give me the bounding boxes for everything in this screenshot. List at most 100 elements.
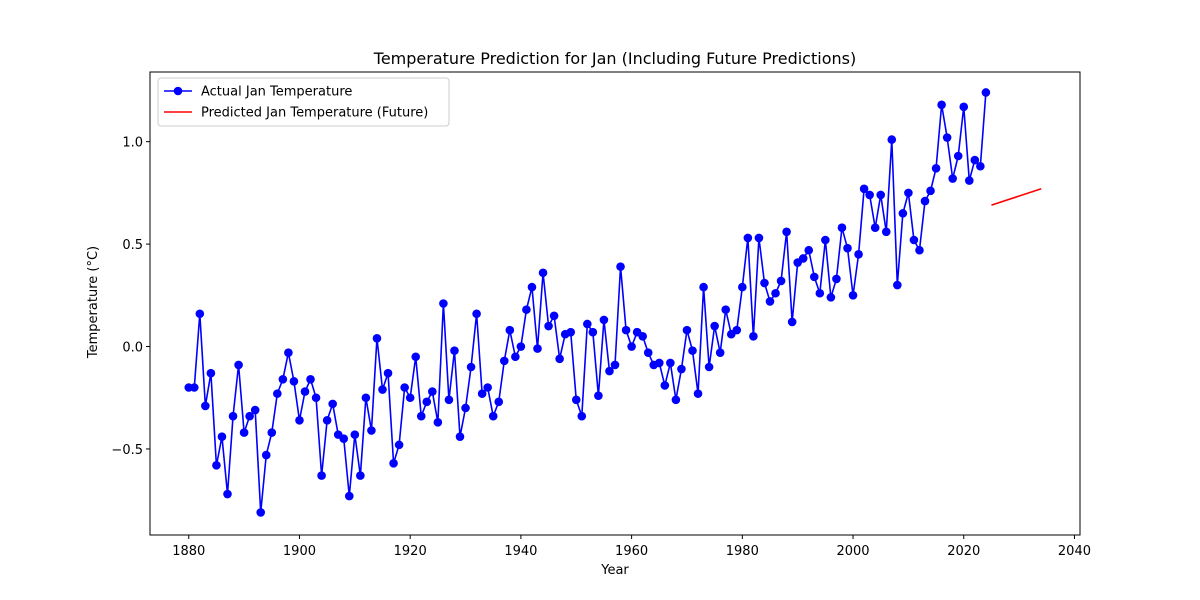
plot-area: 1880 1900 1920 1940 1960 1980 2000 2020 2040 −0.5… <box>111 71 1091 559</box>
data-point <box>948 174 957 183</box>
data-point <box>538 268 548 278</box>
data-point <box>527 282 537 292</box>
legend-box <box>157 77 450 127</box>
data-point <box>583 319 592 329</box>
data-point <box>970 155 980 165</box>
data-point <box>389 458 398 468</box>
x-tick-label: 1920 <box>394 544 427 559</box>
data-point <box>516 342 526 351</box>
data-point <box>765 297 775 306</box>
data-point <box>920 196 930 206</box>
data-point <box>284 348 293 357</box>
data-point <box>555 354 564 364</box>
data-point <box>715 348 725 357</box>
data-point <box>466 362 476 372</box>
data-point <box>416 411 426 421</box>
data-point <box>499 356 509 366</box>
data-point <box>295 415 304 425</box>
legend-label: Predicted Jan Temperature (Future) <box>201 106 428 121</box>
data-point <box>859 184 869 194</box>
data-point <box>937 100 946 110</box>
data-point <box>228 411 238 421</box>
data-point <box>599 315 609 325</box>
data-point <box>749 331 758 341</box>
data-point <box>643 348 653 357</box>
x-tick-label: 1980 <box>726 544 759 559</box>
data-point <box>201 401 210 411</box>
data-point <box>732 325 742 335</box>
data-point <box>887 135 897 144</box>
data-point <box>400 383 409 392</box>
data-point <box>273 389 282 398</box>
data-point <box>964 176 974 185</box>
data-point <box>195 309 205 319</box>
data-point <box>212 461 221 470</box>
data-point <box>826 293 836 302</box>
axes-frame <box>149 71 1081 536</box>
data-point <box>522 305 531 314</box>
data-point <box>798 254 808 263</box>
data-point <box>837 223 847 232</box>
data-point <box>250 405 260 415</box>
data-point <box>505 325 515 335</box>
data-point <box>594 391 603 400</box>
data-point <box>588 327 598 337</box>
data-point <box>245 411 254 421</box>
data-point <box>832 274 841 284</box>
x-axis-label: Year <box>600 563 629 578</box>
legend: Actual Jan Temperature Predicted Jan Temp… <box>157 77 450 127</box>
data-point <box>405 393 415 403</box>
data-point <box>367 426 376 435</box>
series-line <box>991 188 1042 206</box>
chart-title: Temperature Prediction for Jan (Includin… <box>373 49 856 68</box>
data-point <box>344 491 354 501</box>
data-point <box>865 190 874 200</box>
data-point <box>361 393 371 403</box>
data-point <box>328 399 337 409</box>
y-tick-label: 0.0 <box>122 341 143 356</box>
data-point <box>959 102 969 112</box>
data-point <box>760 278 769 288</box>
data-point <box>533 344 542 353</box>
x-tick-label: 2040 <box>1058 544 1091 559</box>
data-point <box>854 250 863 259</box>
data-point <box>289 377 299 386</box>
data-point <box>876 190 886 200</box>
data-point <box>278 375 288 384</box>
data-point <box>311 393 321 403</box>
data-point <box>549 311 559 321</box>
data-point <box>356 471 365 480</box>
data-point <box>350 430 360 439</box>
data-point <box>317 471 326 480</box>
data-point <box>870 223 880 232</box>
data-point <box>616 262 625 271</box>
data-point <box>981 88 991 97</box>
data-point <box>206 368 216 378</box>
data-point <box>682 325 692 335</box>
data-point <box>621 325 631 335</box>
data-point <box>577 411 587 421</box>
y-tick-label: −0.5 <box>111 443 143 458</box>
data-point <box>544 321 553 331</box>
data-point <box>439 299 448 308</box>
data-point <box>571 395 581 405</box>
data-point <box>300 387 310 396</box>
y-tick-label: 0.5 <box>122 238 143 253</box>
data-point <box>444 395 454 405</box>
data-point <box>821 235 830 245</box>
data-point <box>339 434 349 444</box>
x-tick-label: 1880 <box>172 544 205 559</box>
data-point <box>754 233 764 243</box>
data-point <box>809 272 819 282</box>
data-point <box>677 364 686 374</box>
data-point <box>776 276 786 286</box>
data-point <box>926 186 935 196</box>
data-point <box>693 389 703 398</box>
data-point <box>909 235 919 245</box>
data-point <box>660 381 670 390</box>
data-point <box>893 280 902 290</box>
data-point <box>743 233 753 243</box>
x-tick-label: 2020 <box>947 544 980 559</box>
data-point <box>306 375 315 384</box>
